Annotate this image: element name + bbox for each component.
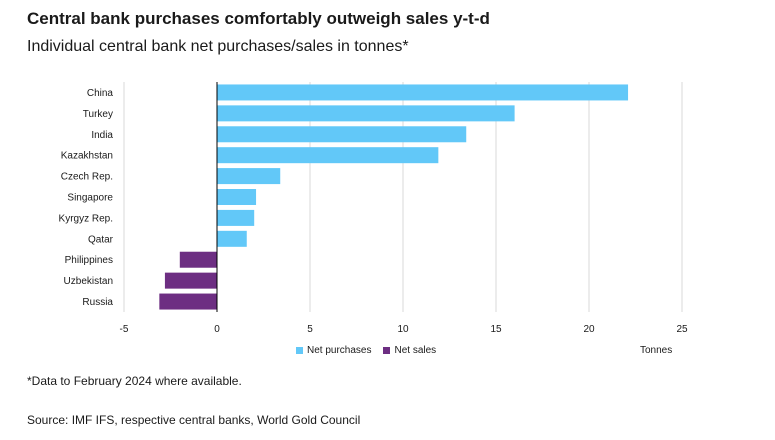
bar-india [217, 126, 467, 143]
bar-uzbekistan [164, 272, 217, 289]
source-note: Source: IMF IFS, respective central bank… [27, 413, 361, 427]
x-tick-label: -5 [120, 324, 129, 335]
category-label: Uzbekistan [64, 276, 113, 287]
x-tick-label: 5 [307, 324, 313, 335]
x-tick-label: 20 [583, 324, 595, 335]
x-axis-unit-label: Tonnes [640, 345, 673, 356]
category-label: India [91, 130, 113, 141]
category-label: Kyrgyz Rep. [59, 213, 113, 224]
category-label: China [87, 88, 114, 99]
x-tick-label: 25 [676, 324, 688, 335]
legend-swatch-sales [383, 347, 391, 354]
legend-item-sales: Net sales [383, 345, 436, 356]
bar-russia [159, 293, 217, 310]
category-label: Philippines [65, 255, 113, 266]
category-label: Czech Rep. [61, 172, 113, 183]
bar-turkey [217, 105, 515, 122]
x-tick-label: 10 [397, 324, 409, 335]
bars [159, 82, 629, 312]
x-tick-label: 15 [490, 324, 502, 335]
bar-qatar [217, 230, 247, 247]
bar-china [217, 84, 629, 101]
legend-label-purchases: Net purchases [307, 345, 372, 356]
category-label: Russia [82, 297, 113, 308]
bar-singapore [217, 189, 257, 205]
category-label: Kazakhstan [61, 151, 113, 162]
bar-kazakhstan [217, 147, 439, 164]
legend-label-sales: Net sales [394, 345, 437, 356]
bar-philippines [179, 251, 217, 268]
x-tick-labels: -5 0 5 10 15 20 25 [120, 324, 688, 335]
chart-subtitle: Individual central bank net purchases/sa… [27, 38, 409, 55]
legend-swatch-purchases [296, 347, 303, 354]
bar-czech-rep [217, 168, 281, 185]
legend: Net purchases Net sales [296, 345, 436, 356]
legend-item-purchases: Net purchases [296, 345, 371, 356]
x-tick-label: 0 [214, 324, 220, 335]
chart-title: Central bank purchases comfortably outwe… [27, 9, 490, 28]
footnote: *Data to February 2024 where available. [27, 374, 242, 388]
category-label: Qatar [88, 234, 114, 245]
bar-kyrgyz-rep [217, 209, 255, 226]
category-label: Singapore [67, 193, 113, 204]
category-label: Turkey [83, 109, 113, 120]
category-labels: China Turkey India Kazakhstan Czech Rep. Sing… [59, 88, 114, 308]
